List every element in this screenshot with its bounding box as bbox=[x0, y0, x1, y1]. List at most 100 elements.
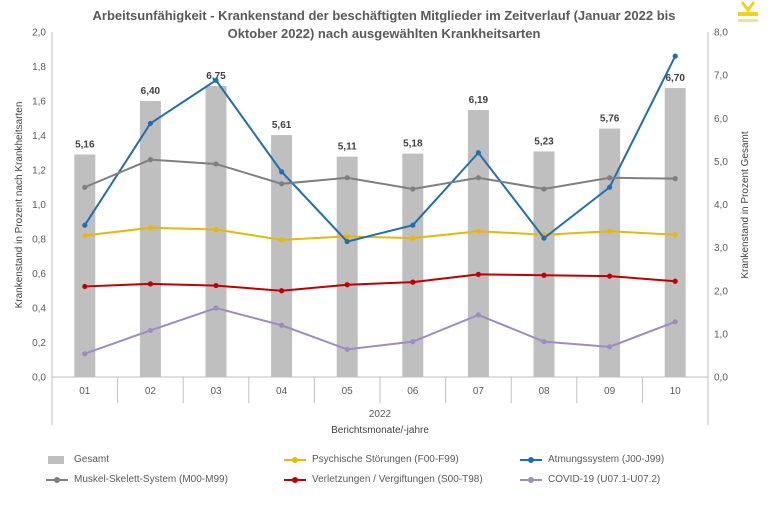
legend-item-muskel: Muskel-Skelett-System (M00-M99) bbox=[46, 474, 228, 485]
bar-gesamt bbox=[139, 101, 161, 377]
series-point bbox=[213, 282, 219, 289]
bar-data-label: 6,70 bbox=[665, 73, 685, 84]
y-right-tick-label: 5,0 bbox=[714, 157, 728, 168]
series-point bbox=[147, 157, 153, 163]
series-point bbox=[279, 169, 285, 175]
y-right-tick-label: 4,0 bbox=[714, 200, 728, 211]
series-point bbox=[475, 150, 481, 156]
bar-gesamt bbox=[74, 154, 96, 377]
y-left-tick-label: 1,2 bbox=[32, 166, 46, 177]
legend-line-swatch bbox=[46, 475, 68, 485]
series-point bbox=[410, 222, 416, 228]
series-point bbox=[279, 181, 285, 187]
series-point bbox=[475, 271, 481, 277]
series-point bbox=[410, 339, 416, 345]
y-left-tick-label: 1,8 bbox=[32, 62, 46, 73]
legend-item-covid: COVID-19 (U07.1-U07.2) bbox=[520, 474, 660, 485]
series-point bbox=[672, 319, 678, 325]
series-line bbox=[84, 306, 676, 355]
series-point bbox=[344, 346, 350, 352]
bar-data-label: 5,23 bbox=[534, 136, 554, 147]
series-point bbox=[213, 226, 219, 233]
company-logo bbox=[738, 1, 758, 22]
chart-title-line-1: Arbeitsunfähigkeit - Krankenstand der be… bbox=[93, 8, 676, 23]
series-point bbox=[607, 184, 613, 190]
legend-item-atmung: Atmungssystem (J00-J99) bbox=[520, 454, 664, 465]
series-point bbox=[672, 232, 678, 238]
series-point bbox=[344, 282, 350, 288]
series-point bbox=[213, 77, 219, 83]
axes bbox=[51, 32, 709, 425]
series-point bbox=[344, 175, 350, 181]
y-right-tick-label: 6,0 bbox=[714, 114, 728, 125]
series-point bbox=[672, 278, 678, 284]
series-point bbox=[672, 53, 678, 59]
y-left-tick-label: 0,2 bbox=[32, 338, 46, 349]
legend-label: Verletzungen / Vergiftungen (S00-T98) bbox=[312, 474, 483, 485]
series-point bbox=[607, 175, 613, 181]
y-left-tick-label: 0,6 bbox=[32, 269, 46, 280]
legend-label: Atmungssystem (J00-J99) bbox=[548, 454, 665, 465]
y-right-tick-label: 2,0 bbox=[714, 286, 728, 297]
bar-gesamt bbox=[271, 135, 293, 377]
bar-gesamt bbox=[336, 156, 358, 377]
series-point bbox=[607, 228, 613, 234]
legend-line-swatch bbox=[520, 455, 542, 465]
x-tick-label: 01 bbox=[79, 386, 91, 397]
series-point bbox=[82, 232, 88, 239]
chart-title-line-2: Oktober 2022) nach ausgewählten Krankhei… bbox=[228, 26, 541, 41]
series-line bbox=[84, 226, 676, 241]
series-point bbox=[541, 186, 547, 192]
bar-gesamt bbox=[599, 128, 621, 377]
legend-label: Muskel-Skelett-System (M00-M99) bbox=[74, 474, 228, 485]
series-point bbox=[672, 176, 678, 182]
x-tick-label: 02 bbox=[145, 386, 157, 397]
series-point bbox=[82, 222, 88, 228]
x-year-label: 2022 bbox=[369, 409, 392, 420]
legend-label: COVID-19 (U07.1-U07.2) bbox=[548, 474, 661, 485]
bars bbox=[74, 85, 686, 378]
y-axis-right-title: Krankenstand in Prozent Gesamt bbox=[740, 131, 751, 279]
y-left-tick-label: 0,4 bbox=[32, 304, 46, 315]
series-point bbox=[475, 175, 481, 181]
legend-line-swatch bbox=[284, 475, 306, 485]
legend-label: Gesamt bbox=[74, 454, 110, 465]
bar-gesamt bbox=[533, 151, 555, 377]
x-tick-label: 09 bbox=[604, 386, 616, 397]
series-point bbox=[213, 161, 219, 167]
y-right-tick-label: 0,0 bbox=[714, 373, 728, 384]
series-lines bbox=[82, 53, 678, 357]
legend-item-gesamt: Gesamt bbox=[46, 454, 109, 465]
series-point bbox=[607, 344, 613, 350]
x-tick-label: 07 bbox=[473, 386, 485, 397]
series-point bbox=[541, 272, 547, 278]
series-point bbox=[147, 281, 153, 287]
bar-data-label: 5,18 bbox=[403, 139, 423, 150]
legend-line-swatch bbox=[284, 455, 306, 465]
x-tick-label: 05 bbox=[342, 386, 354, 397]
series-point bbox=[82, 184, 88, 190]
legend-item-psychische: Psychische Störungen (F00-F99) bbox=[284, 454, 459, 465]
series-point bbox=[475, 312, 481, 318]
series-point bbox=[541, 235, 547, 241]
y-left-tick-label: 0,8 bbox=[32, 235, 46, 246]
y-right-tick-label: 3,0 bbox=[714, 243, 728, 254]
x-tick-label: 10 bbox=[670, 386, 682, 397]
series-point bbox=[607, 273, 613, 279]
y-right-tick-label: 8,0 bbox=[714, 28, 728, 39]
legend-label: Psychische Störungen (F00-F99) bbox=[312, 454, 459, 465]
legend-line-swatch bbox=[520, 475, 542, 485]
series-point bbox=[475, 228, 481, 234]
series-point bbox=[82, 351, 88, 357]
x-axis-title: Berichtsmonate/-jahre bbox=[331, 425, 429, 436]
x-tick-label: 03 bbox=[210, 386, 222, 397]
y-right-tick-label: 7,0 bbox=[714, 71, 728, 82]
series-line bbox=[84, 273, 676, 292]
x-tick-label: 08 bbox=[538, 386, 550, 397]
y-left-tick-label: 1,0 bbox=[32, 200, 46, 211]
bar-data-label: 6,40 bbox=[141, 86, 161, 97]
bar-data-label: 6,19 bbox=[469, 95, 489, 106]
x-tick-label: 06 bbox=[407, 386, 419, 397]
x-tick-label: 04 bbox=[276, 386, 288, 397]
